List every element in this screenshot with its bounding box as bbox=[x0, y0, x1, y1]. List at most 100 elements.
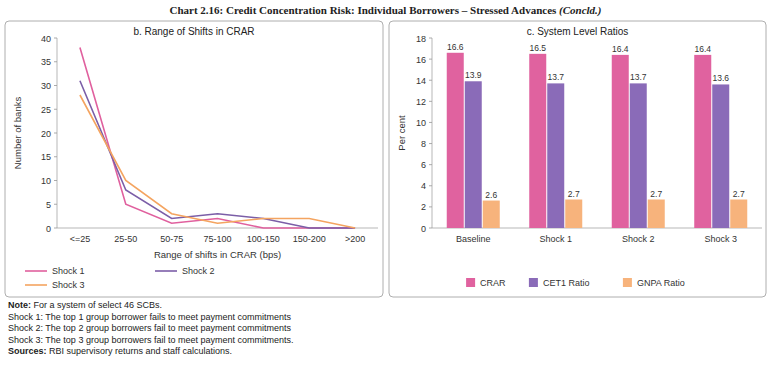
x-tick-label: Shock 1 bbox=[539, 234, 572, 244]
data-label: 16.4 bbox=[612, 44, 629, 54]
data-label: 13.7 bbox=[547, 72, 564, 82]
y-tick-label: 16 bbox=[416, 55, 426, 65]
y-tick-label: 35 bbox=[41, 57, 51, 67]
bar bbox=[447, 53, 464, 228]
data-label: 2.7 bbox=[650, 189, 662, 199]
chart: b. Range of Shifts in CRAR 0 5 10 15 20 25 30 35… bbox=[12, 26, 378, 290]
bar bbox=[648, 200, 665, 229]
legend-swatch bbox=[155, 270, 177, 272]
shock-definition: Shock 3: The top 3 group borrowers fail … bbox=[8, 335, 293, 345]
x-tick-label: 50-75 bbox=[160, 234, 183, 244]
data-labels: 16.616.516.416.413.913.713.713.62.62.72.… bbox=[447, 42, 745, 200]
y-tick bbox=[54, 204, 57, 205]
data-label: 2.6 bbox=[485, 190, 497, 200]
legend-swatch bbox=[623, 278, 632, 287]
y-tick-label: 15 bbox=[41, 152, 51, 162]
x-axis-label: Range of shifts in CRAR (bps) bbox=[154, 249, 281, 260]
y-tick bbox=[54, 228, 57, 229]
legend-label: CET1 Ratio bbox=[543, 278, 590, 288]
title-suffix: (Concld.) bbox=[559, 4, 601, 17]
bar bbox=[529, 54, 546, 228]
y-tick-label: 5 bbox=[46, 200, 51, 210]
legend-swatch bbox=[25, 284, 47, 286]
y-tick-label: 0 bbox=[421, 224, 426, 234]
note-label: Note: bbox=[8, 300, 34, 310]
y-tick-label: 8 bbox=[421, 139, 426, 149]
x-tick-label: 25-50 bbox=[114, 234, 137, 244]
bar bbox=[547, 83, 564, 228]
marks bbox=[447, 53, 748, 228]
y-tick bbox=[429, 185, 432, 186]
x-tick-label: Baseline bbox=[456, 234, 491, 244]
y-tick bbox=[54, 61, 57, 62]
y-tick-label: 2 bbox=[421, 202, 426, 212]
data-label: 2.7 bbox=[568, 189, 580, 199]
y-tick bbox=[54, 85, 57, 86]
legend-label: CRAR bbox=[480, 278, 506, 288]
legend-label: GNPA Ratio bbox=[637, 278, 685, 288]
y-tick-label: 10 bbox=[41, 176, 51, 186]
sources-label: Sources: bbox=[8, 346, 49, 356]
series-line bbox=[80, 48, 355, 229]
series-line bbox=[80, 95, 355, 228]
y-tick-label: 0 bbox=[46, 224, 51, 234]
y-tick-label: 18 bbox=[416, 34, 426, 44]
x-tick-label: Shock 3 bbox=[704, 234, 737, 244]
y-axis-label: Number of banks bbox=[12, 97, 23, 170]
figure-title: Chart 2.16: Credit Concentration Risk: I… bbox=[169, 4, 601, 17]
figure: Chart 2.16: Credit Concentration Risk: I… bbox=[0, 0, 771, 370]
y-tick-label: 25 bbox=[41, 105, 51, 115]
data-label: 2.7 bbox=[733, 189, 745, 199]
y-tick-label: 10 bbox=[416, 118, 426, 128]
bar bbox=[730, 200, 747, 229]
y-tick bbox=[54, 156, 57, 157]
legend-swatch bbox=[466, 278, 475, 287]
panel-frame bbox=[389, 21, 766, 297]
y-tick bbox=[429, 206, 432, 207]
sources: Sources: RBI supervisory returns and sta… bbox=[8, 346, 232, 356]
bar bbox=[565, 200, 582, 229]
data-label: 13.9 bbox=[465, 70, 482, 80]
legend: CRAR CET1 Ratio GNPA Ratio bbox=[466, 278, 685, 288]
note-text: For a system of select 46 SCBs. bbox=[34, 300, 163, 310]
panel-frame bbox=[5, 21, 383, 297]
legend-label: Shock 1 bbox=[52, 266, 85, 276]
data-label: 16.6 bbox=[447, 42, 464, 52]
y-tick-label: 6 bbox=[421, 160, 426, 170]
x-tick-label: 150-200 bbox=[293, 234, 326, 244]
bar bbox=[612, 55, 629, 228]
y-tick bbox=[429, 101, 432, 102]
x-tick-label: >200 bbox=[345, 234, 365, 244]
bar bbox=[483, 201, 500, 228]
chart-title: b. Range of Shifts in CRAR bbox=[133, 26, 254, 37]
legend-label: Shock 3 bbox=[52, 280, 85, 290]
y-tick bbox=[429, 59, 432, 60]
chart: c. System Level Ratios024681012141618Per… bbox=[396, 26, 762, 288]
y-tick-label: 14 bbox=[416, 76, 426, 86]
notes: Note: For a system of select 46 SCBs. Sho… bbox=[8, 300, 293, 356]
data-label: 13.7 bbox=[630, 72, 647, 82]
y-tick-label: 30 bbox=[41, 81, 51, 91]
bar bbox=[465, 81, 482, 228]
series-line bbox=[80, 81, 355, 228]
y-tick bbox=[54, 109, 57, 110]
data-label: 16.5 bbox=[529, 43, 546, 53]
y-tick bbox=[54, 180, 57, 181]
x-tick-label: <=25 bbox=[70, 234, 91, 244]
bar bbox=[712, 84, 729, 228]
data-label: 16.4 bbox=[694, 44, 711, 54]
note: Note: For a system of select 46 SCBs. bbox=[8, 300, 162, 310]
y-tick-label: 4 bbox=[421, 181, 426, 191]
y-tick-label: 20 bbox=[41, 129, 51, 139]
legend-label: Shock 2 bbox=[182, 266, 215, 276]
bar bbox=[630, 83, 647, 228]
marks bbox=[80, 48, 355, 229]
y-tick-label: 12 bbox=[416, 97, 426, 107]
y-axis-label: Per cent bbox=[396, 115, 407, 151]
x-tick-label: 100-150 bbox=[247, 234, 280, 244]
y-tick bbox=[429, 122, 432, 123]
y-tick bbox=[429, 164, 432, 165]
sources-text: RBI supervisory returns and staff calcul… bbox=[49, 346, 232, 356]
y-tick bbox=[429, 38, 432, 39]
legend-swatch bbox=[25, 270, 47, 272]
